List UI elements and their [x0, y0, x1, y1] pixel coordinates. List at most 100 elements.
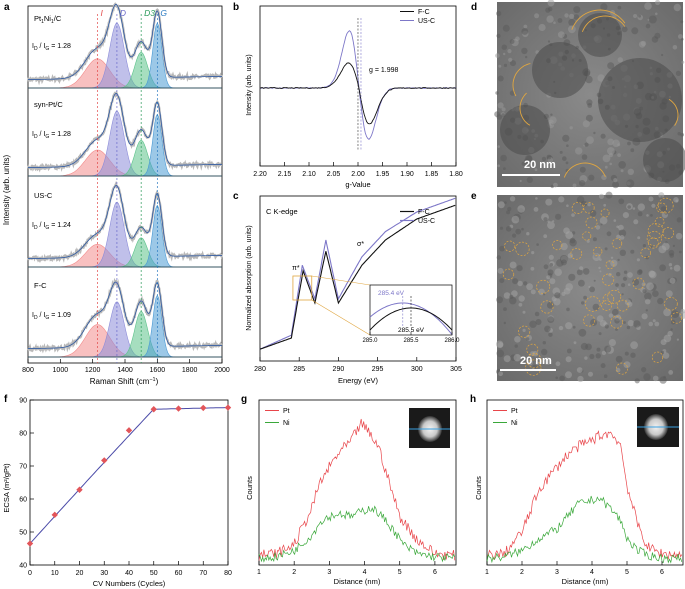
panel-g: g Counts 1 2 3 4 5 6 Distance (nm) Pt Ni	[241, 394, 457, 586]
particle-outline	[552, 240, 563, 251]
grain	[586, 136, 594, 145]
panel-b: b Intensity (arb. units) 2.20 2.15 2.10 2.0…	[233, 2, 463, 189]
data-point	[76, 486, 83, 493]
grain	[544, 325, 551, 333]
grain	[569, 13, 575, 19]
grain	[633, 219, 639, 225]
profile-ni	[486, 495, 683, 564]
grain	[646, 214, 649, 217]
particle-outline	[607, 289, 622, 304]
grain	[605, 191, 613, 199]
grain	[592, 303, 600, 311]
grain	[589, 286, 595, 293]
grain	[518, 295, 525, 302]
grain	[563, 287, 571, 295]
grain	[550, 113, 553, 116]
grain	[618, 161, 626, 169]
grain	[567, 253, 574, 259]
legend-label: Ni	[511, 420, 518, 427]
panel-d: d 20 nm	[471, 0, 685, 189]
grain	[619, 249, 626, 256]
grain	[672, 45, 678, 50]
inset-tick-label: 286.0	[444, 338, 460, 344]
grain	[671, 310, 679, 318]
profile-ni	[258, 505, 456, 563]
panel-a: a Intensity (arb. units) Pt1Ni1/C ID / IG…	[2, 2, 230, 386]
panel-letter: c	[233, 191, 239, 202]
grain	[547, 316, 555, 323]
grain	[496, 255, 501, 260]
grain	[679, 311, 685, 319]
grain	[548, 332, 553, 337]
grain	[557, 31, 565, 38]
grain	[641, 282, 646, 287]
grain	[565, 161, 569, 165]
x-tick-label: 50	[150, 570, 158, 577]
y-axis-label: Counts	[245, 476, 254, 500]
grain	[626, 179, 635, 188]
x-tick-label: 300	[411, 366, 423, 373]
grain	[531, 251, 535, 255]
grain	[522, 310, 526, 314]
grain	[516, 265, 523, 272]
x-tick-label: 6	[660, 569, 664, 576]
x-tick-label: 5	[625, 569, 629, 576]
grain	[650, 214, 653, 217]
x-axis-ticks: 800 1000 1200 1400 1600 1800 2000	[22, 359, 230, 374]
grain	[509, 261, 517, 269]
particle-outline	[654, 217, 665, 227]
particle-outline	[611, 238, 623, 249]
grain	[496, 33, 501, 39]
grain	[670, 328, 673, 331]
grain	[592, 253, 601, 262]
grain	[503, 355, 511, 363]
data-point	[224, 404, 232, 411]
grain	[608, 313, 614, 318]
particle	[578, 13, 622, 57]
grain	[644, 298, 651, 305]
particle-outline	[526, 353, 542, 369]
grain	[547, 221, 555, 230]
particle-outline	[583, 202, 595, 214]
grain	[514, 336, 521, 343]
grain	[630, 249, 635, 254]
grain	[588, 371, 593, 377]
grain	[641, 313, 648, 320]
grain	[669, 277, 676, 284]
band-label: G	[160, 8, 167, 18]
grain	[566, 348, 572, 354]
particle-outline	[616, 362, 628, 375]
grain	[600, 133, 606, 139]
grain	[529, 320, 537, 328]
grain	[548, 6, 553, 12]
grain	[627, 272, 633, 278]
particle-outline	[647, 237, 659, 249]
particle-outline	[602, 293, 615, 305]
grain	[632, 207, 636, 210]
grain	[585, 114, 593, 122]
x-tick-label: 1	[485, 569, 489, 576]
grain	[576, 269, 583, 276]
panel-h: h Counts 1 2 3 4 5 6 Distance (nm) Pt Ni	[470, 394, 684, 586]
particle-outline	[540, 300, 554, 314]
x-tick-label: 1800	[182, 367, 198, 374]
x-tick-label: 1400	[117, 367, 133, 374]
spectrum-syn-pt-c: syn-Pt/C ID / IG = 1.28	[26, 90, 222, 177]
grain	[612, 181, 620, 189]
grain	[496, 349, 505, 358]
x-tick-label: 1000	[53, 367, 69, 374]
grain	[669, 253, 674, 258]
lattice-arc	[581, 15, 626, 32]
legend-label: US-C	[418, 18, 435, 25]
x-tick-label: 0	[28, 570, 32, 577]
eds-line-profile	[258, 418, 456, 563]
grain	[668, 263, 673, 267]
grain	[652, 290, 659, 298]
fit-curve	[28, 281, 222, 349]
grain	[530, 289, 536, 295]
grain	[521, 47, 528, 55]
grain	[559, 255, 568, 263]
scale-bar-label: 20 nm	[524, 159, 556, 171]
grain	[542, 341, 546, 345]
particle-outline	[602, 273, 615, 286]
